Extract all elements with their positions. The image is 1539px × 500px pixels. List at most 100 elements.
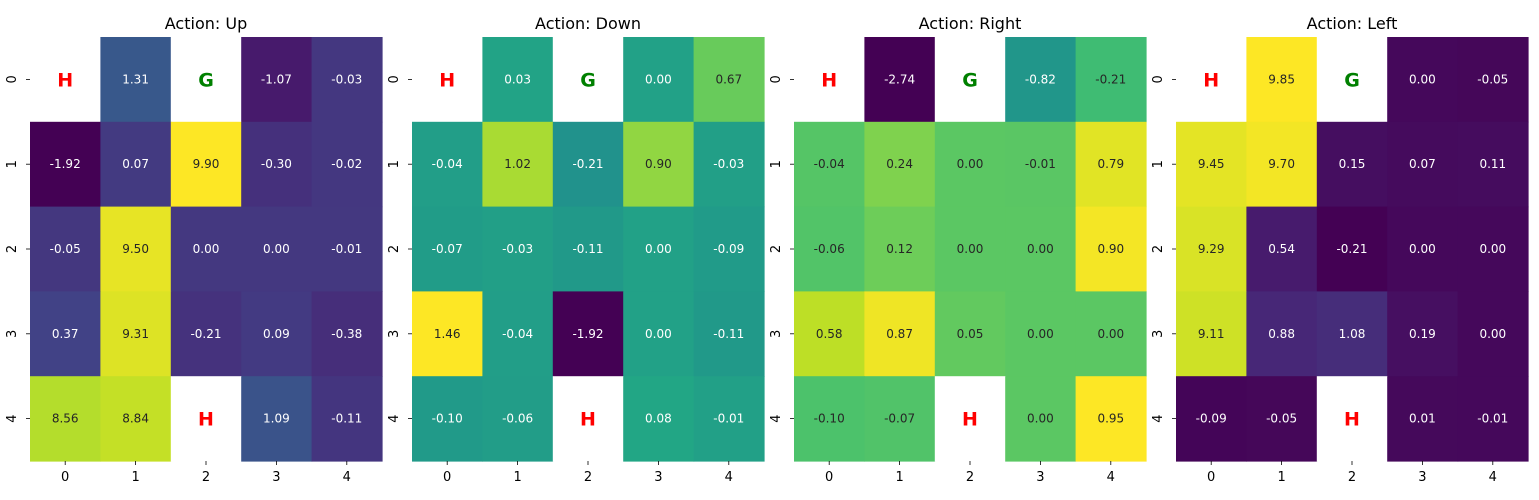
y-tick-label: 3 [387,330,402,338]
cell-value-label: 9.85 [1268,72,1295,86]
goal-marker: G [198,69,214,91]
x-tick-label: 3 [654,470,662,485]
heatmap-cell [623,121,695,208]
heatmap-cell-empty [794,37,865,123]
heatmap-cell-empty [1176,37,1247,123]
heatmap-cell [170,206,242,292]
heatmap-cell [1457,206,1529,292]
cell-value-label: 0.79 [1097,157,1124,171]
heatmap-cell [864,121,936,208]
heatmap-cell [934,206,1006,292]
cell-value-label: 0.00 [193,242,220,256]
heatmap-cell [482,291,554,377]
heatmap-cell [482,206,554,292]
heatmap-cell [794,291,865,377]
cell-value-label: 0.05 [957,327,984,341]
y-tick-label: 0 [387,75,402,83]
cell-value-label: -0.21 [1336,242,1367,256]
heatmap-cell [100,376,172,462]
cell-value-label: 9.70 [1268,157,1295,171]
goal-marker: G [1344,69,1360,91]
cell-value-label: -0.02 [331,157,362,171]
cell-value-label: 8.56 [52,412,79,426]
cell-value-label: 9.50 [122,242,149,256]
cell-value-label: -0.82 [1025,72,1056,86]
cell-value-label: 0.00 [1027,327,1054,341]
cell-value-label: -0.21 [190,327,221,341]
y-tick-label: 2 [1151,245,1166,253]
x-tick-label: 1 [131,470,139,485]
cell-value-label: -0.03 [713,157,744,171]
cell-value-label: 0.00 [957,157,984,171]
cell-value-label: 0.12 [886,242,913,256]
cell-value-label: -0.07 [432,242,463,256]
heatmap-cell [1246,121,1318,208]
cell-value-label: -0.09 [713,242,744,256]
cell-value-label: 1.02 [504,157,531,171]
cell-value-label: 0.24 [886,157,913,171]
heatmap-cell [794,376,865,462]
cell-value-label: 0.09 [263,327,290,341]
cell-value-label: 0.00 [263,242,290,256]
cell-value-label: 1.09 [263,412,290,426]
cell-value-label: 9.11 [1198,327,1225,341]
heatmap-cell [693,121,765,208]
y-tick-label: 4 [769,414,784,422]
cell-value-label: 1.31 [122,72,149,86]
heatmap-cell [30,206,101,292]
heatmap-cell [241,291,313,377]
heatmap-cell [482,376,554,462]
cell-value-label: -0.03 [502,242,533,256]
heatmap-cell [311,291,383,377]
y-tick-label: 0 [5,75,20,83]
heatmap-cell [864,37,936,123]
heatmap-cell [1457,291,1529,377]
cell-value-label: 0.11 [1479,157,1506,171]
heatmap-cell [30,121,101,208]
x-tick-label: 3 [1036,470,1044,485]
cell-value-label: 0.01 [1409,412,1436,426]
heatmap-cell [412,206,483,292]
cell-value-label: -1.92 [572,327,603,341]
cell-value-label: 0.95 [1097,412,1124,426]
heatmap-cell [30,291,101,377]
heatmap-cell [1075,121,1147,208]
cell-value-label: 0.00 [1027,242,1054,256]
cell-value-label: 0.54 [1268,242,1295,256]
heatmap-cell [1075,37,1147,123]
cell-value-label: -1.92 [50,157,81,171]
panel-title: Action: Up [165,14,247,33]
y-tick-label: 3 [1151,330,1166,338]
heatmap-panel-3: Action: Right H -2.74 G -0.82 -0.21 -0.04 0.24 0… [769,14,1147,485]
hole-marker: H [962,409,978,431]
heatmap-cell [1005,206,1077,292]
cell-value-label: 0.19 [1409,327,1436,341]
panel-title: Action: Right [919,14,1022,33]
cell-value-label: -0.21 [572,157,603,171]
heatmap-cell-empty [934,37,1006,123]
heatmap-cell [1246,291,1318,377]
y-tick-label: 1 [1151,160,1166,168]
cell-value-label: 1.46 [434,327,461,341]
heatmap-cell [552,121,624,208]
hole-marker: H [821,69,837,91]
heatmap-cell [623,206,695,292]
heatmap-cell [311,121,383,208]
heatmap-cell [170,291,242,377]
heatmap-cell [934,121,1006,208]
heatmap-cell [934,291,1006,377]
x-tick-label: 2 [966,470,974,485]
heatmap-cell [30,376,101,462]
heatmap-cell [1387,206,1459,292]
x-tick-label: 0 [61,470,69,485]
heatmap-cell [623,291,695,377]
heatmap-cell [311,206,383,292]
cell-value-label: -0.06 [502,412,533,426]
heatmap-cell [1387,376,1459,462]
cell-value-label: 0.00 [1409,72,1436,86]
heatmap-cell [1176,291,1247,377]
cell-value-label: 0.07 [1409,157,1436,171]
cell-value-label: 9.90 [193,157,220,171]
heatmap-cell [311,37,383,123]
